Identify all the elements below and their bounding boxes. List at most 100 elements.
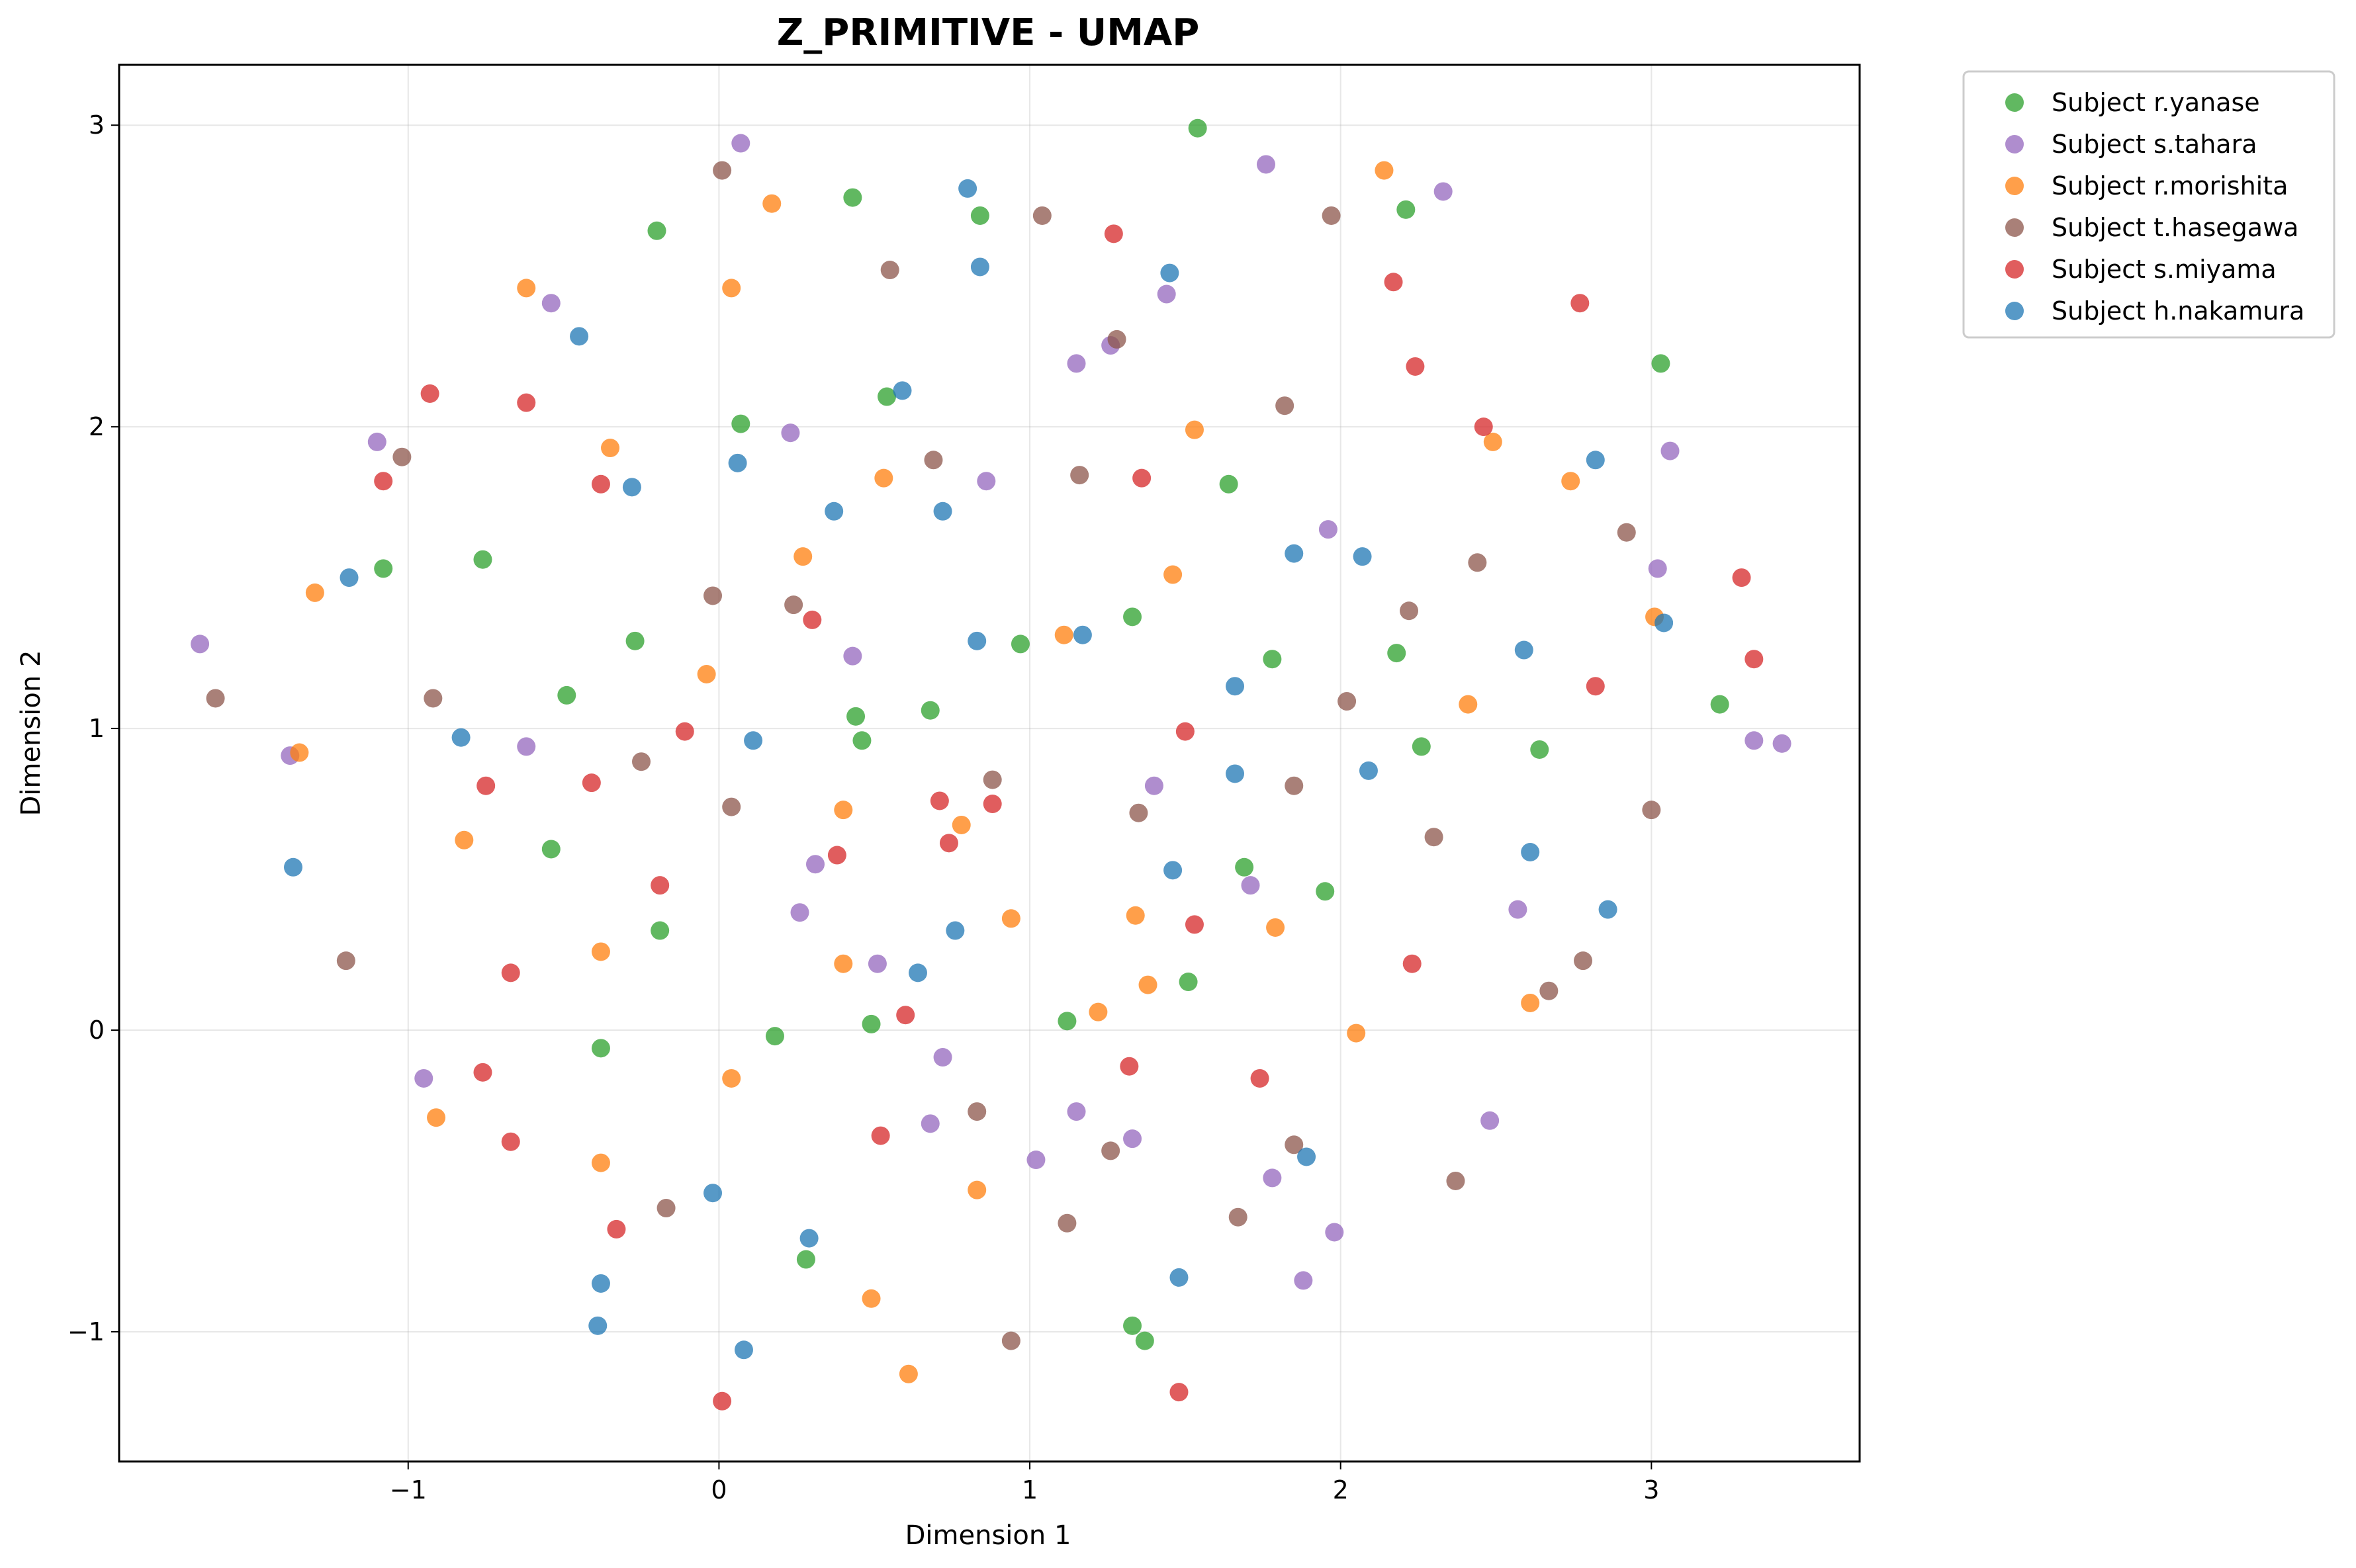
data-point	[1001, 909, 1020, 928]
data-point	[1412, 737, 1431, 756]
data-point	[1070, 466, 1089, 485]
data-point	[675, 722, 694, 741]
data-point	[1001, 1331, 1020, 1350]
data-point	[1235, 857, 1254, 877]
data-point	[722, 797, 741, 816]
y-tick-label: 2	[89, 412, 105, 441]
data-point	[697, 664, 716, 683]
data-point	[1474, 417, 1493, 437]
data-point	[1744, 731, 1764, 750]
data-point	[517, 393, 536, 412]
data-point	[473, 1063, 492, 1082]
data-point	[1530, 740, 1549, 759]
legend-marker	[2005, 260, 2024, 279]
data-point	[722, 279, 741, 298]
data-point	[591, 1274, 610, 1293]
data-point	[834, 801, 853, 820]
data-point	[1185, 915, 1204, 934]
x-tick-label: 1	[1022, 1475, 1038, 1504]
x-tick-label: 2	[1333, 1475, 1349, 1504]
data-point	[803, 610, 822, 629]
data-point	[647, 221, 666, 240]
data-point	[1480, 1111, 1500, 1130]
data-point	[1058, 1213, 1077, 1233]
data-point	[1226, 677, 1245, 696]
data-point	[933, 1048, 952, 1067]
data-point	[843, 188, 862, 207]
data-point	[414, 1068, 433, 1088]
legend-label: Subject h.nakamura	[2052, 296, 2304, 326]
data-point	[1617, 523, 1636, 542]
data-point	[1508, 900, 1527, 919]
data-point	[1433, 182, 1453, 201]
data-point	[591, 1039, 610, 1058]
data-point	[1598, 900, 1617, 919]
data-point	[206, 689, 225, 708]
series-points	[284, 179, 1674, 1360]
data-point	[601, 439, 620, 458]
data-point	[290, 743, 309, 762]
data-point	[1521, 843, 1540, 862]
data-point	[878, 387, 897, 406]
data-point	[880, 261, 899, 280]
data-point	[703, 586, 723, 605]
data-point	[1275, 396, 1294, 415]
data-point	[924, 451, 943, 470]
data-point	[336, 951, 355, 971]
data-point	[1263, 650, 1282, 669]
data-point	[744, 731, 763, 750]
legend: Subject r.yanase Subject s.tahara Subject …	[1962, 70, 2335, 339]
data-point	[392, 447, 412, 466]
series-points	[290, 161, 1664, 1383]
data-point	[625, 631, 645, 650]
y-tick-label: 1	[89, 714, 105, 743]
data-point	[1263, 1168, 1282, 1188]
data-point	[1256, 155, 1275, 174]
legend-marker	[2005, 93, 2024, 112]
legend-marker	[2005, 218, 2024, 237]
data-point	[1539, 981, 1559, 1000]
data-point	[367, 432, 386, 451]
data-point	[1228, 1207, 1247, 1227]
data-point	[1163, 861, 1183, 880]
data-point	[899, 1364, 918, 1383]
data-point	[1285, 1135, 1304, 1154]
data-point	[1744, 650, 1764, 669]
legend-label: Subject r.yanase	[2052, 88, 2260, 117]
data-point	[1226, 764, 1245, 783]
data-point	[632, 752, 651, 771]
legend-label: Subject r.morishita	[2052, 171, 2288, 200]
data-point	[868, 954, 887, 973]
data-point	[731, 134, 750, 153]
data-point	[517, 737, 536, 756]
data-point	[657, 1199, 676, 1218]
data-point	[1120, 1057, 1139, 1076]
data-point	[793, 547, 813, 566]
data-point	[762, 194, 782, 213]
data-point	[1337, 692, 1357, 711]
data-point	[541, 840, 561, 859]
data-point	[651, 921, 670, 940]
data-point	[451, 728, 471, 747]
series-points	[374, 224, 1764, 1411]
data-point	[607, 1219, 626, 1239]
data-point	[1446, 1171, 1465, 1190]
data-point	[1586, 677, 1605, 696]
data-point	[1574, 951, 1593, 971]
data-point	[1169, 1383, 1189, 1402]
data-point	[541, 294, 561, 313]
data-point	[1347, 1024, 1366, 1043]
data-point	[765, 1027, 784, 1046]
data-point	[908, 963, 927, 982]
data-point	[557, 685, 576, 705]
data-point	[893, 381, 912, 400]
data-point	[1104, 224, 1123, 243]
data-point	[424, 689, 443, 708]
y-tick-label: 3	[89, 110, 105, 140]
data-point	[1126, 906, 1145, 925]
data-point	[1011, 634, 1030, 654]
data-point	[796, 1250, 815, 1269]
data-point	[501, 963, 520, 982]
data-point	[476, 776, 496, 795]
